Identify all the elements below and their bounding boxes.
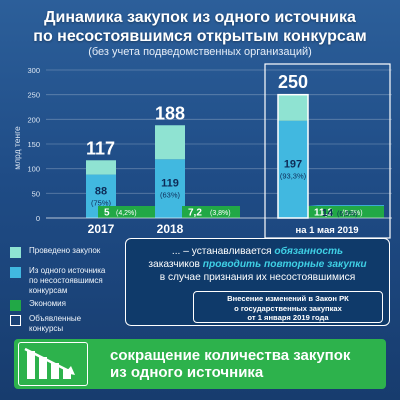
title-line-1: Динамика закупок из одного источника	[44, 9, 356, 26]
legend-item-held: Проведено закупок	[10, 246, 113, 258]
single-source-extra-pct: (6,6%)	[337, 211, 358, 218]
bottom-banner: сокращение количества закупок из одного …	[14, 339, 386, 389]
law-note-line-2: о государственных закупках	[234, 303, 342, 313]
declining-chart-icon	[18, 342, 88, 386]
page-title: Динамика закупок из одного источника по …	[0, 8, 400, 46]
bar-single-source-2	[278, 120, 308, 218]
bar-savings-1	[182, 206, 240, 218]
category-label-0: 2017	[88, 222, 115, 236]
total-label-0: 117	[86, 138, 115, 158]
single-source-extra-value: 14	[322, 208, 334, 219]
legend-swatch-single-source	[10, 267, 21, 278]
legend-label-savings: Экономия	[29, 299, 66, 308]
info-line-2: заказчиков проводить повторные закупки	[126, 258, 389, 271]
legend-label-announced: Объявленные конкурсы	[29, 314, 82, 333]
info-text: ... – устанавливается обязанность заказч…	[126, 245, 389, 284]
legend-item-single-source: Из одного источника по несостоявшимся ко…	[10, 266, 113, 296]
bar-savings-2	[308, 206, 384, 218]
y-tick-label-6: 300	[27, 66, 40, 75]
total-label-1: 188	[155, 103, 185, 123]
info-line-1: ... – устанавливается обязанность	[126, 245, 389, 258]
bar-held-1	[155, 125, 185, 160]
legend-item-savings: Экономия	[10, 299, 113, 311]
legend-label-single-source: Из одного источника по несостоявшимся ко…	[29, 266, 106, 295]
single-source-value-0: 88	[95, 185, 107, 197]
legend-swatch-savings	[10, 300, 21, 311]
bar-held-0	[86, 160, 116, 175]
banner-line-2: из одного источника	[110, 364, 264, 381]
category-label-2: на 1 мая 2019	[295, 225, 358, 236]
page-subtitle: (без учета подведомственных организаций)	[88, 46, 312, 58]
single-source-value-1: 119	[161, 178, 179, 190]
category-label-1: 2018	[157, 222, 184, 236]
savings-pct-1: (3,8%)	[210, 210, 231, 217]
single-source-pct-1: (63%)	[160, 191, 181, 200]
bar-single-source-extra	[308, 205, 384, 206]
info-line-2-highlight: проводить повторные закупки	[202, 259, 367, 270]
info-line-1-highlight: обязанность	[274, 246, 344, 257]
legend-swatch-held	[10, 247, 21, 258]
y-tick-label-3: 150	[27, 140, 40, 149]
savings-value-2: 11,2	[314, 208, 333, 219]
savings-pct-2: (5,3%)	[342, 210, 363, 217]
banner-line-1: сокращение количества закупок	[110, 347, 351, 364]
banner-text: сокращение количества закупок из одного …	[110, 347, 380, 381]
y-tick-label-5: 250	[27, 91, 40, 100]
y-tick-label-1: 50	[32, 189, 40, 198]
total-label-2: 250	[278, 72, 308, 92]
bar-held-2	[278, 94, 308, 121]
savings-pct-0: (4,2%)	[116, 210, 137, 217]
info-box: ... – устанавливается обязанность заказч…	[125, 238, 390, 326]
legend-item-announced: Объявленные конкурсы	[10, 314, 113, 334]
y-tick-label-2: 100	[27, 165, 40, 174]
single-source-value-2: 197	[284, 158, 302, 170]
savings-value-1: 7,2	[188, 208, 202, 219]
info-line-1-prefix: ... – устанавливается	[171, 246, 275, 257]
info-line-3: в случае признания их несостоявшимися	[159, 272, 356, 283]
single-source-pct-2: (93,3%)	[280, 171, 307, 180]
law-note-line-3: от 1 января 2019 года	[247, 313, 329, 322]
legend-label-held: Проведено закупок	[29, 246, 101, 255]
savings-value-0: 5	[104, 208, 110, 219]
y-axis-label: млрд тенге	[12, 126, 22, 170]
bar-savings-0	[98, 206, 158, 218]
law-note-line-1: Внесение изменений в Закон РК	[227, 294, 349, 303]
legend-swatch-announced	[10, 315, 21, 326]
info-line-2-prefix: заказчиков	[148, 259, 203, 270]
title-line-2: по несостоявшимся открытым конкурсам	[33, 28, 367, 45]
bar-single-source-1	[155, 159, 185, 218]
y-tick-label-0: 0	[36, 214, 40, 223]
single-source-pct-0: (75%)	[91, 198, 112, 207]
law-note-box: Внесение изменений в Закон РК о государс…	[193, 291, 383, 323]
y-tick-label-4: 200	[27, 115, 40, 124]
